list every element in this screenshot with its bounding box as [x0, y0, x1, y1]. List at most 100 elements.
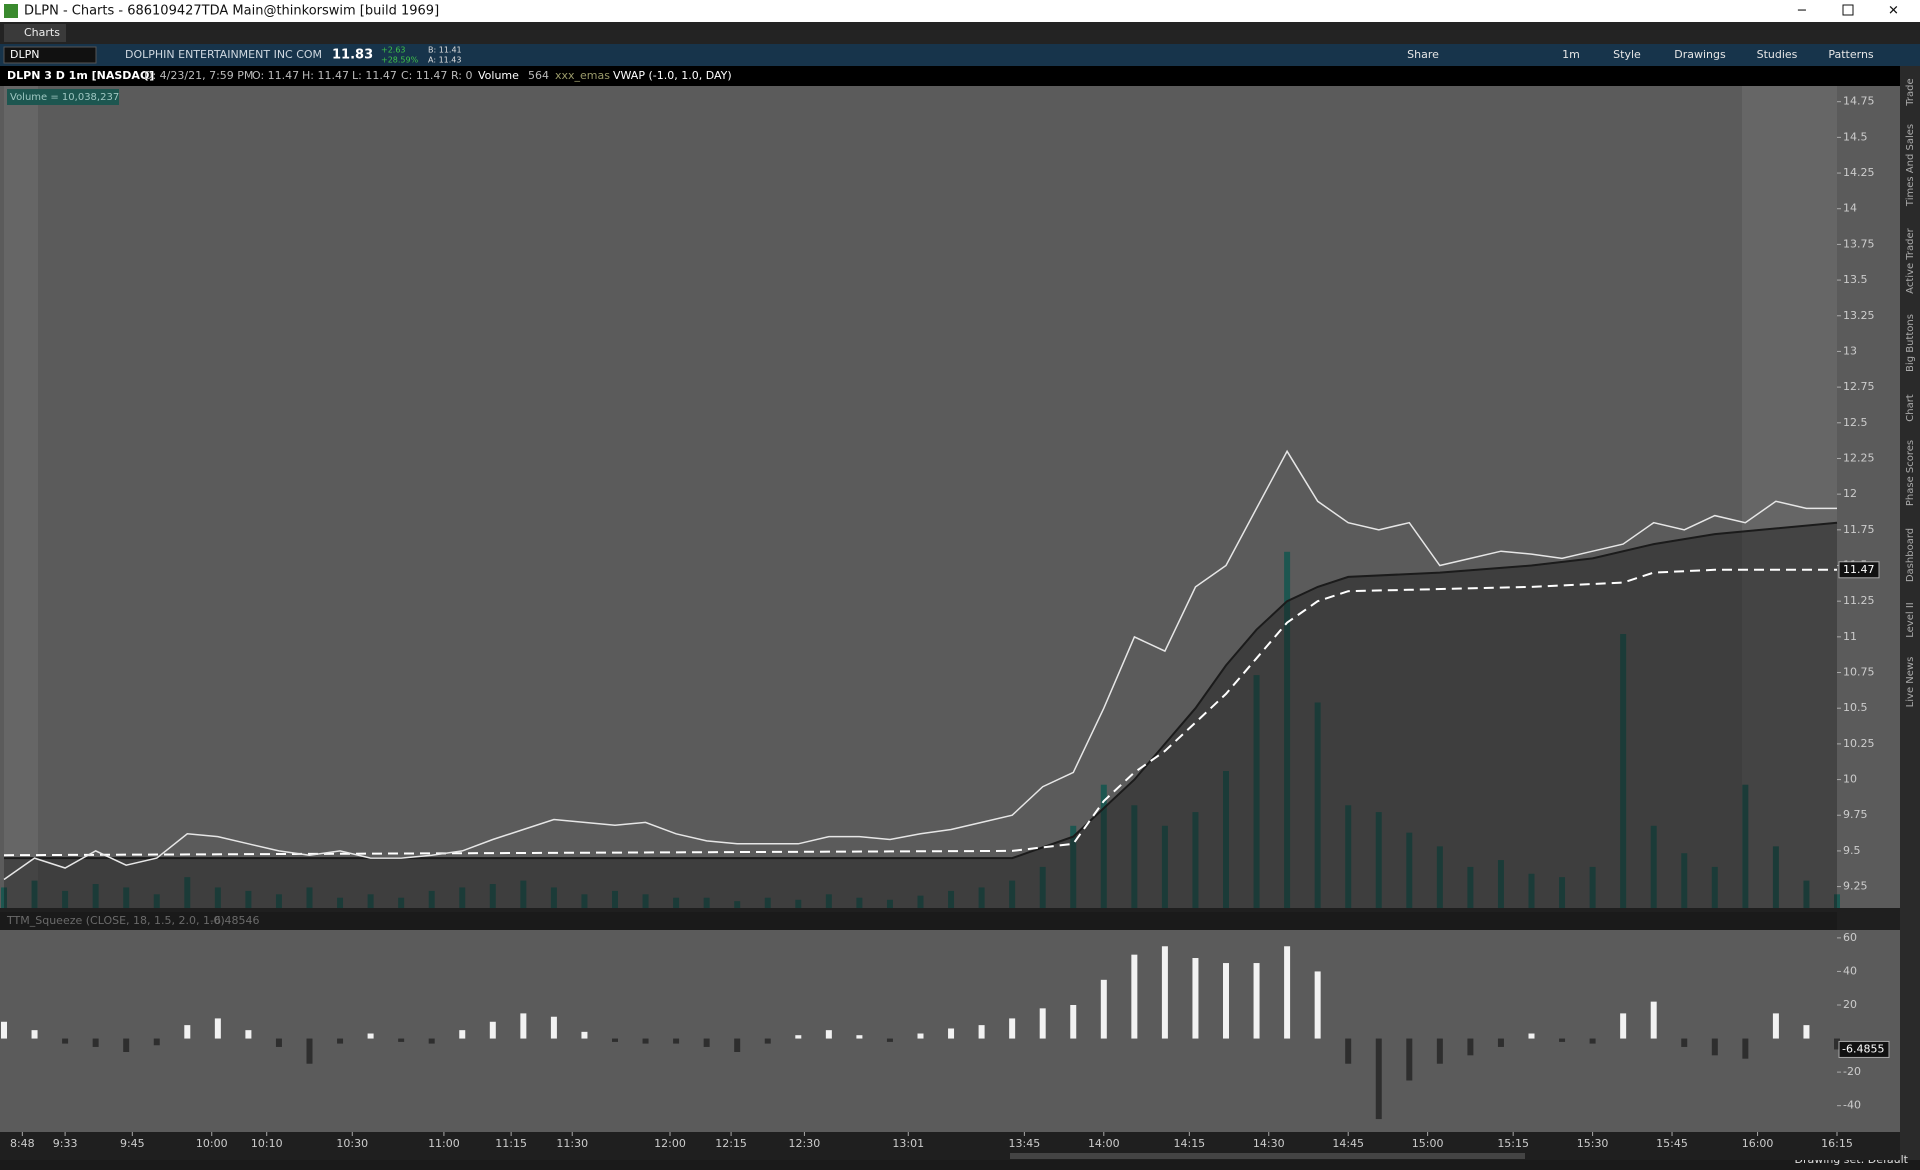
scrollbar[interactable] [1010, 1153, 1525, 1159]
toolbar-button[interactable]: 1m [1562, 48, 1580, 61]
side-tab[interactable]: Level II [1905, 602, 1916, 637]
change-pct: +28.59% [381, 56, 419, 65]
tab-label[interactable]: Charts [24, 26, 60, 39]
price-line [3, 449, 1837, 881]
volume-bar [1742, 784, 1749, 908]
toolbar-button[interactable]: Drawings [1674, 48, 1726, 61]
volume-bar [367, 894, 374, 908]
current-value-tag [1838, 1040, 1890, 1058]
volume-bar [1589, 866, 1596, 908]
volume-bar [1070, 825, 1077, 908]
squeeze-bar [31, 1030, 38, 1039]
side-tab[interactable]: Phase Scores [1905, 440, 1916, 506]
volume-bar [1314, 702, 1321, 908]
ema-line [4, 521, 1838, 860]
squeeze-bar [764, 1038, 771, 1044]
squeeze-bar [1589, 1038, 1596, 1044]
side-panel [1900, 66, 1920, 1170]
x-tick-label: 12:00 [654, 1137, 686, 1150]
volume-bar [337, 897, 344, 908]
x-tick-label: 15:15 [1497, 1137, 1529, 1150]
close[interactable]: ✕ [1888, 4, 1899, 19]
squeeze-bar [1803, 1025, 1810, 1039]
header-item: xxx_emas [555, 69, 610, 82]
volume-bar [1192, 812, 1199, 908]
toolbar-button[interactable]: Share [1407, 48, 1439, 61]
toolbar-button[interactable]: Studies [1757, 48, 1798, 61]
toolbar-button[interactable]: Patterns [1828, 48, 1874, 61]
volume-bar [62, 890, 69, 908]
squeeze-bar [673, 1038, 680, 1044]
x-tick-label: 14:15 [1173, 1137, 1205, 1150]
squeeze-bar [1009, 1018, 1016, 1039]
side-tab[interactable]: Big Buttons [1905, 314, 1916, 372]
squeeze-bar [245, 1030, 252, 1039]
squeeze-bar [1620, 1013, 1627, 1039]
volume-bar [245, 890, 252, 908]
squeeze-bar [1650, 1001, 1657, 1039]
volume-bar [1375, 812, 1382, 908]
squeeze-bar [1284, 946, 1291, 1039]
squeeze-bar [92, 1038, 99, 1047]
squeeze-bar [795, 1035, 802, 1039]
y-tick-label: 9.75 [1843, 808, 1868, 821]
y-tick-label: 14 [1843, 202, 1857, 215]
volume-bar [734, 901, 741, 908]
squeeze-bar [825, 1030, 832, 1039]
squeeze-bar [734, 1038, 741, 1052]
volume-bar [978, 887, 985, 908]
minimize[interactable]: ─ [1797, 4, 1806, 19]
volume-bar [825, 894, 832, 908]
volume-bar [1528, 873, 1535, 908]
x-tick-label: 15:00 [1412, 1137, 1444, 1150]
x-tick-label: 13:45 [1009, 1137, 1041, 1150]
volume-label-box [7, 89, 119, 105]
y-tick-label: 10.25 [1843, 737, 1875, 750]
squeeze-bar [978, 1025, 985, 1039]
side-tab[interactable]: Times And Sales [1905, 124, 1916, 207]
squeeze-bar [184, 1025, 191, 1039]
y-tick-label: -20 [1843, 1065, 1861, 1078]
side-tab[interactable]: Chart [1905, 394, 1916, 422]
y-tick-label: 11.25 [1843, 594, 1875, 607]
squeeze-bar [123, 1038, 130, 1052]
volume-bar [306, 887, 313, 908]
side-tab[interactable]: Trade [1905, 78, 1916, 106]
y-tick-label: 14.75 [1843, 95, 1875, 108]
volume-bar [92, 884, 99, 908]
volume-bar [703, 897, 710, 908]
x-tick-label: 9:33 [53, 1137, 78, 1150]
x-tick-label: 14:30 [1253, 1137, 1285, 1150]
x-tick-label: 14:00 [1088, 1137, 1120, 1150]
app-icon [4, 4, 18, 18]
symbol-box[interactable] [3, 46, 97, 64]
volume-bar [612, 890, 618, 908]
volume-bar [550, 887, 557, 908]
squeeze-bar [1, 1021, 7, 1039]
x-tick-label: 10:10 [251, 1137, 283, 1150]
maximize[interactable] [1842, 4, 1854, 16]
volume-bar [1681, 853, 1688, 908]
x-tick-label: 16:15 [1821, 1137, 1853, 1150]
tab[interactable] [4, 24, 66, 42]
volume-bar [1039, 866, 1046, 908]
volume-bar [1345, 805, 1352, 908]
y-tick-label: 10 [1843, 773, 1857, 786]
toolbar-button[interactable]: Style [1613, 48, 1641, 61]
side-tab[interactable]: Dashboard [1905, 528, 1916, 582]
y-tick-label: 14.5 [1843, 130, 1868, 143]
squeeze-bar [1345, 1038, 1352, 1064]
last-price-tag [1838, 561, 1880, 579]
squeeze-bar [1467, 1038, 1474, 1056]
volume-bar [1467, 866, 1474, 908]
volume-label: Volume = 10,038,237 [10, 92, 119, 103]
side-tab[interactable]: Live News [1905, 657, 1916, 708]
volume-bar [184, 877, 191, 908]
last-price: 11.83 [332, 48, 373, 63]
volume-bar [917, 895, 924, 908]
afterhours-shade [1742, 86, 1837, 908]
side-tab[interactable]: Active Trader [1905, 227, 1916, 293]
symbol[interactable]: DLPN [10, 48, 39, 61]
x-tick-label: 15:30 [1577, 1137, 1609, 1150]
